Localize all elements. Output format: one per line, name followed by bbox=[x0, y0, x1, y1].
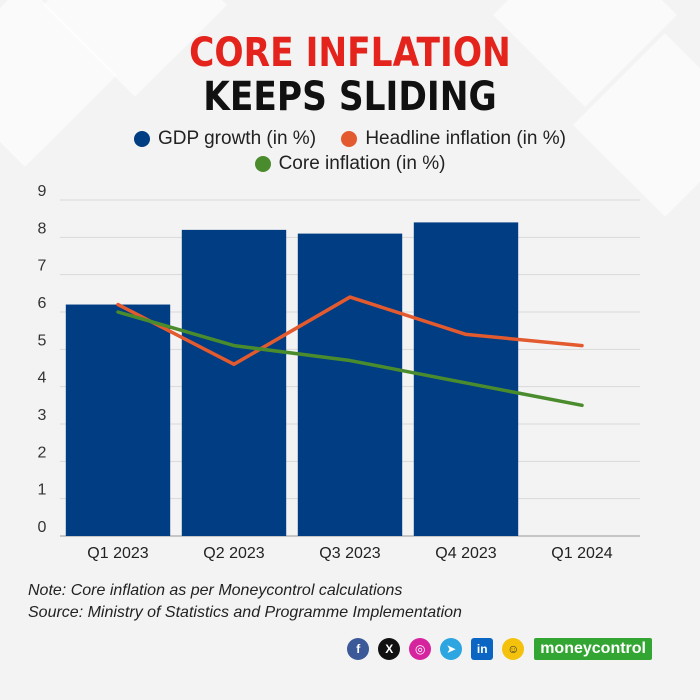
x-icon[interactable]: X bbox=[378, 638, 401, 660]
facebook-icon[interactable]: f bbox=[347, 638, 370, 660]
brand-logo[interactable]: moneycontrol bbox=[534, 638, 652, 660]
note-text: Note: Core inflation as per Moneycontrol… bbox=[28, 582, 403, 599]
chart-title-line2: KEEPS SLIDING bbox=[203, 74, 497, 120]
legend-row-1: GDP growth (in %) Headline inflation (in… bbox=[0, 128, 700, 153]
y-tick-label: 3 bbox=[38, 407, 47, 424]
footer: f X ◎ ➤ in ☺ moneycontrol bbox=[338, 638, 652, 660]
legend-label-gdp: GDP growth (in %) bbox=[158, 128, 317, 149]
legend-item-gdp: GDP growth (in %) bbox=[134, 128, 316, 150]
y-tick-label: 6 bbox=[38, 295, 47, 312]
legend-marker-gdp bbox=[134, 131, 150, 147]
y-tick-label: 9 bbox=[38, 183, 47, 200]
legend-item-headline: Headline inflation (in %) bbox=[341, 128, 566, 150]
y-tick-label: 4 bbox=[38, 370, 47, 387]
legend-row-2: Core inflation (in %) bbox=[0, 153, 700, 178]
legend-marker-headline bbox=[341, 131, 358, 147]
x-tick-label: Q1 2024 bbox=[551, 545, 612, 562]
bar-gdp bbox=[413, 222, 519, 536]
legend-item-core: Core inflation (in %) bbox=[254, 153, 446, 175]
y-tick-label: 0 bbox=[38, 519, 47, 536]
x-tick-label: Q1 2023 bbox=[87, 545, 148, 562]
y-tick-label: 2 bbox=[38, 444, 47, 461]
line-headline-inflation bbox=[116, 295, 584, 367]
y-tick-label: 1 bbox=[38, 482, 47, 499]
bar-gdp bbox=[65, 304, 171, 536]
source-text: Source: Ministry of Statistics and Progr… bbox=[28, 604, 462, 621]
legend-marker-core bbox=[254, 156, 271, 172]
chart-title-line1: CORE INFLATION bbox=[189, 30, 511, 76]
legend-label-headline: Headline inflation (in %) bbox=[365, 128, 566, 149]
linkedin-icon[interactable]: in bbox=[471, 638, 494, 660]
line-core-inflation bbox=[116, 310, 584, 408]
bar-gdp bbox=[181, 229, 287, 536]
legend-label-core: Core inflation (in %) bbox=[278, 153, 446, 174]
x-tick-label: Q2 2023 bbox=[203, 545, 264, 562]
chart-svg: 0 1 2 3 4 5 6 7 8 9 Q1 2023 Q2 2023 Q3 2023 Q4 2023 Q1… bbox=[38, 183, 640, 562]
y-tick-label: 8 bbox=[38, 220, 47, 237]
bar-gdp bbox=[297, 233, 403, 536]
telegram-icon[interactable]: ➤ bbox=[440, 638, 463, 660]
snapchat-icon[interactable]: ☺ bbox=[502, 638, 525, 660]
x-tick-label: Q4 2023 bbox=[435, 545, 496, 562]
x-tick-label: Q3 2023 bbox=[319, 545, 380, 562]
y-tick-label: 7 bbox=[38, 258, 47, 275]
instagram-icon[interactable]: ◎ bbox=[409, 638, 432, 660]
y-tick-label: 5 bbox=[38, 332, 47, 349]
